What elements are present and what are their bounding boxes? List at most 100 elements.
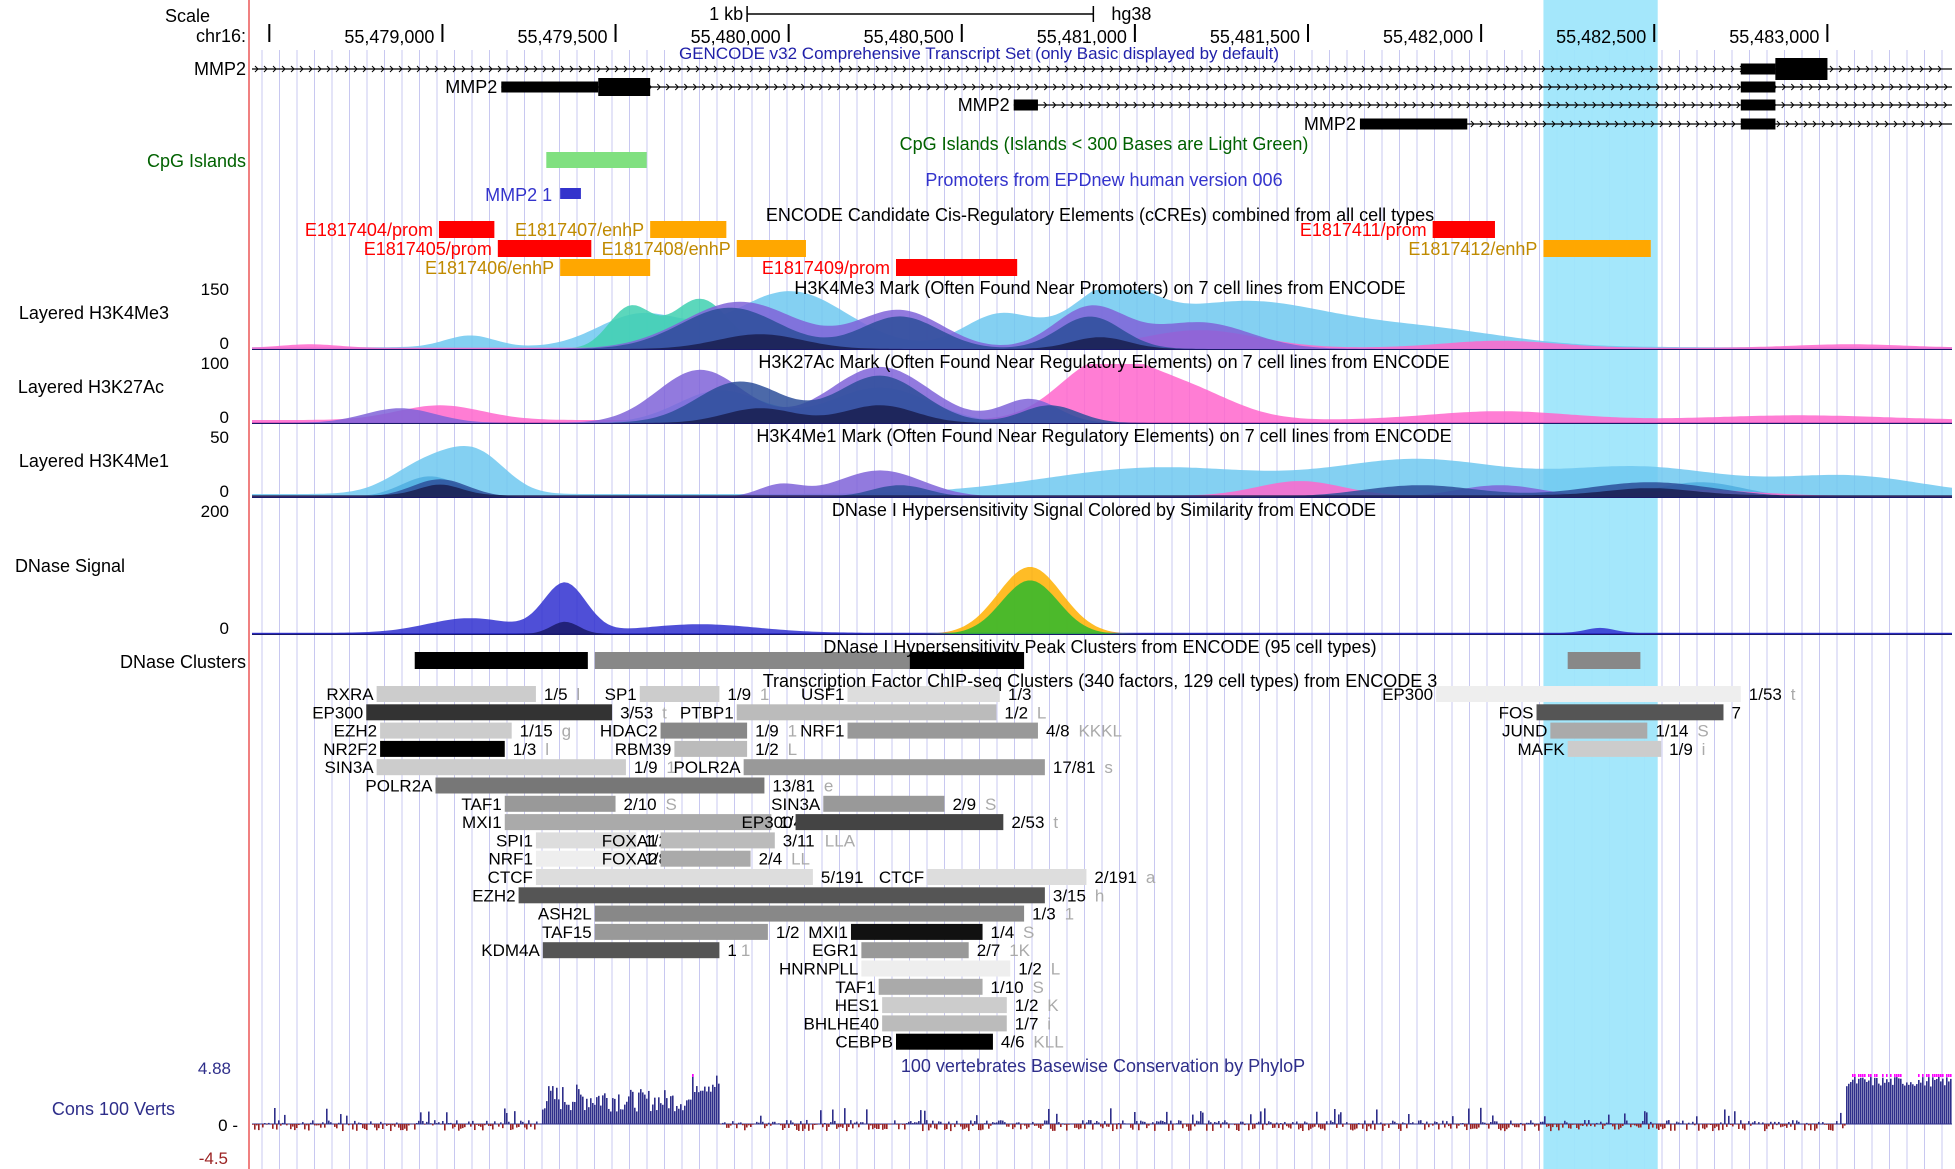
- strand-arrow: [683, 83, 688, 91]
- conservation-bar: [364, 1124, 366, 1129]
- conservation-bar: [1132, 1124, 1134, 1130]
- conservation-bar: [356, 1124, 358, 1131]
- strand-arrow: [674, 83, 679, 91]
- h3k4me3-title: H3K4Me3 Mark (Often Found Near Promoters…: [794, 278, 1405, 298]
- conservation-bar: [530, 1124, 532, 1127]
- conservation-bar: [956, 1120, 958, 1124]
- cpg-islands: [546, 152, 647, 168]
- conservation-bar: [304, 1124, 306, 1130]
- ccre-element: [1432, 221, 1495, 238]
- tfbs-score-label: 1: [727, 941, 736, 960]
- dnase-signal-track[interactable]: DNase Signal 200 0 DNase I Hypersensitiv…: [15, 500, 1952, 638]
- strand-arrow: [1610, 83, 1615, 91]
- conservation-bar: [584, 1110, 586, 1124]
- strand-arrow: [704, 65, 709, 73]
- conservation-bar: [1578, 1124, 1580, 1130]
- dnase-clusters-track[interactable]: DNase Clusters DNase I Hypersensitivity …: [120, 637, 1641, 672]
- strand-arrow: [800, 83, 805, 91]
- tfbs-cluster: [1550, 722, 1648, 739]
- conservation-bar: [1228, 1124, 1230, 1129]
- strand-arrow: [1331, 101, 1336, 109]
- conservation-bar: [1254, 1124, 1256, 1129]
- tfbs-cell-letters: L: [808, 923, 817, 942]
- conservation-bar: [820, 1110, 822, 1124]
- ccre-label: E1817411/prom: [1300, 220, 1427, 240]
- conservation-bar: [724, 1122, 726, 1124]
- conservation-bar: [1532, 1122, 1534, 1124]
- strand-arrow: [362, 65, 367, 73]
- strand-arrow: [1655, 101, 1660, 109]
- conservation-bar: [734, 1124, 736, 1125]
- conservation-bar: [504, 1108, 506, 1124]
- conservation-bar: [746, 1124, 748, 1128]
- ccre-label: E1817412/enhP: [1408, 239, 1537, 259]
- strand-arrow: [1844, 83, 1849, 91]
- conservation-bar: [402, 1124, 404, 1131]
- conservation-bar: [554, 1099, 556, 1124]
- conservation-bar: [1710, 1124, 1712, 1126]
- strand-arrow: [1061, 83, 1066, 91]
- tfbs-cell-letters: t: [1791, 685, 1796, 704]
- conservation-bar: [1522, 1124, 1524, 1126]
- cpg-title: CpG Islands (Islands < 300 Bases are Lig…: [900, 134, 1309, 154]
- strand-arrow: [1232, 83, 1237, 91]
- conservation-bar: [1430, 1123, 1432, 1124]
- conservation-bar: [690, 1099, 692, 1124]
- strand-arrow: [794, 65, 799, 73]
- conservation-bar: [796, 1124, 798, 1130]
- conservation-bar: [908, 1121, 910, 1124]
- h3k4me3-track[interactable]: Layered H3K4Me3 150 0 H3K4Me3 Mark (Ofte…: [19, 278, 1952, 353]
- strand-arrow: [1151, 83, 1156, 91]
- conservation-bar: [1080, 1124, 1082, 1129]
- epd-track[interactable]: Promoters from EPDnew human version 006 …: [485, 170, 1282, 205]
- conservation-bar: [1806, 1122, 1808, 1124]
- ruler-track[interactable]: Scale chr16: 1 kb hg38 55,479,000 55,479,…: [165, 4, 1829, 47]
- conservation-bar: [786, 1120, 788, 1124]
- conservation-bar: [398, 1124, 400, 1128]
- gencode-track[interactable]: GENCODE v32 Comprehensive Transcript Set…: [194, 44, 1952, 134]
- strand-arrow: [1857, 120, 1862, 128]
- h3k27ac-track[interactable]: Layered H3K27Ac 100 0 H3K27Ac Mark (Ofte…: [18, 352, 1952, 427]
- conservation-bar: [1662, 1124, 1664, 1130]
- conservation-bar: [1374, 1124, 1376, 1130]
- conservation-bar: [1790, 1124, 1792, 1127]
- tfbs-cell-letters: e: [824, 777, 833, 796]
- strand-arrow: [710, 83, 715, 91]
- ccre-track[interactable]: ENCODE Candidate Cis-Regulatory Elements…: [305, 205, 1651, 278]
- tfbs-cell-letters: i: [1047, 1014, 1051, 1033]
- strand-arrow: [1475, 83, 1480, 91]
- tfbs-cluster: [895, 1033, 993, 1050]
- h3k4me1-track[interactable]: Layered H3K4Me1 50 0 H3K4Me1 Mark (Often…: [19, 426, 1952, 501]
- strand-arrow: [737, 83, 742, 91]
- conservation-bar: [352, 1124, 354, 1130]
- conservation-clip-mark: [1854, 1074, 1856, 1077]
- conservation-bar: [1926, 1081, 1928, 1124]
- conservation-bar: [1900, 1078, 1902, 1124]
- conservation-bar: [468, 1121, 470, 1124]
- conservation-bar: [572, 1101, 574, 1124]
- signal-layer: [252, 470, 1952, 497]
- conservation-bar: [1510, 1120, 1512, 1124]
- strand-arrow: [692, 83, 697, 91]
- strand-arrow: [1046, 65, 1051, 73]
- conservation-bar: [1850, 1082, 1852, 1124]
- strand-arrow: [1677, 120, 1682, 128]
- conservation-bar: [1152, 1122, 1154, 1124]
- conservation-bar: [1238, 1124, 1240, 1131]
- conservation-bar: [1096, 1120, 1098, 1124]
- conservation-bar: [1034, 1124, 1036, 1126]
- cpg-track[interactable]: CpG Islands CpG Islands (Islands < 300 B…: [147, 134, 1308, 171]
- strand-arrow: [1506, 120, 1511, 128]
- conservation-bar: [646, 1098, 648, 1124]
- strand-arrow: [1874, 65, 1879, 73]
- conservation-bar: [1854, 1077, 1856, 1124]
- conservation-bar: [1008, 1124, 1010, 1127]
- conservation-bar: [654, 1097, 656, 1124]
- ruler-tick-label: 55,482,000: [1383, 27, 1473, 47]
- conservation-track[interactable]: Cons 100 Verts 4.88 0 - -4.5 100 vertebr…: [52, 1056, 1952, 1168]
- tfbs-score-label: 1/2: [755, 740, 779, 759]
- conservation-bar: [1886, 1079, 1888, 1124]
- conservation-bar: [1826, 1124, 1828, 1125]
